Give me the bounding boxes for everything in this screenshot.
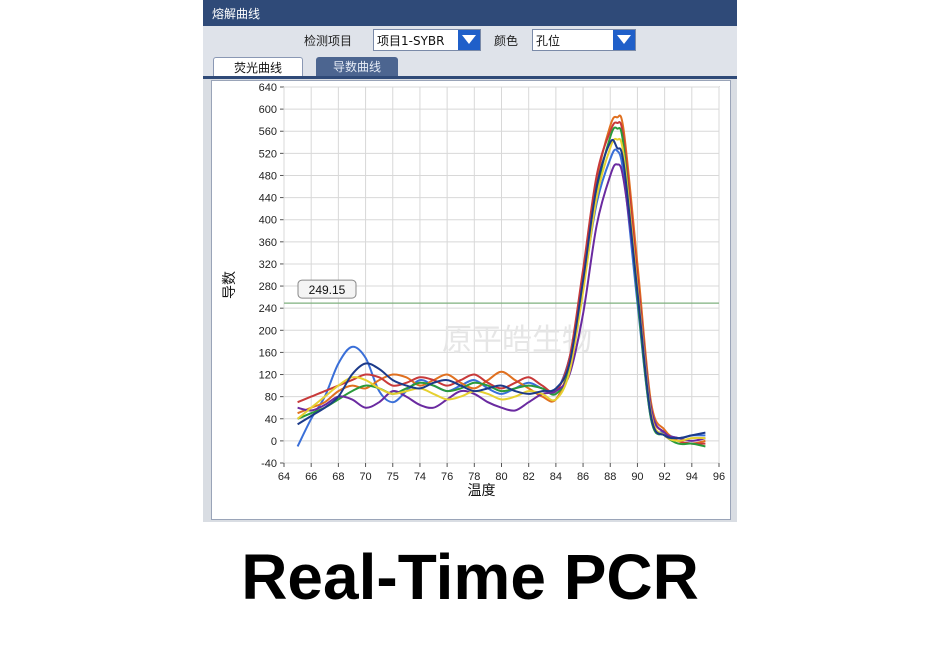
detection-item-value: 项目1-SYBR xyxy=(377,34,445,48)
tab-underline xyxy=(203,76,737,79)
y-tick-label: 600 xyxy=(259,104,277,116)
y-tick-label: 0 xyxy=(271,436,277,448)
y-tick-label: 640 xyxy=(259,82,277,94)
x-tick-label: 78 xyxy=(468,471,480,483)
series-line-3 xyxy=(297,121,706,445)
tab-strip: 荧光曲线 导数曲线 xyxy=(203,54,737,79)
x-tick-label: 75 xyxy=(387,471,399,483)
x-tick-label: 88 xyxy=(604,471,616,483)
x-tick-label: 80 xyxy=(495,471,507,483)
y-tick-label: 360 xyxy=(259,237,277,249)
y-tick-label: 480 xyxy=(259,170,277,182)
y-tick-label: 80 xyxy=(265,392,277,404)
x-tick-label: 96 xyxy=(713,471,725,483)
toolbar: 检测项目 项目1-SYBR 颜色 孔位 xyxy=(203,26,737,54)
y-tick-label: 240 xyxy=(259,303,277,315)
tab-derivative-curve[interactable]: 导数曲线 xyxy=(316,57,398,78)
x-tick-label: 68 xyxy=(332,471,344,483)
x-tick-label: 92 xyxy=(659,471,671,483)
y-tick-label: -40 xyxy=(261,458,277,470)
color-select[interactable]: 孔位 xyxy=(532,29,636,51)
window-titlebar: 熔解曲线 xyxy=(203,0,737,26)
y-tick-label: 440 xyxy=(259,193,277,205)
series-line-7 xyxy=(297,138,706,440)
x-tick-label: 90 xyxy=(631,471,643,483)
x-tick-label: 76 xyxy=(441,471,453,483)
y-tick-label: 280 xyxy=(259,281,277,293)
y-tick-label: 40 xyxy=(265,414,277,426)
melt-curve-chart: -40 0 40 80 120 160 200 240 280 320 360 400 440 480 52… xyxy=(221,82,725,498)
chevron-down-icon[interactable] xyxy=(458,30,480,50)
threshold-badge xyxy=(297,279,357,299)
x-tick-label: 86 xyxy=(577,471,589,483)
x-tick-label: 66 xyxy=(305,471,317,483)
y-tick-label: 520 xyxy=(259,148,277,160)
watermark-text: 原平皓生物 xyxy=(442,324,592,357)
y-tick-label: 400 xyxy=(259,215,277,227)
y-tick-label: 320 xyxy=(259,259,277,271)
x-tick-label: 74 xyxy=(414,471,426,483)
x-tick-label: 70 xyxy=(359,471,371,483)
threshold-label: 249.15 xyxy=(309,283,346,297)
y-tick-label: 560 xyxy=(259,126,277,138)
tab-fluorescence-curve[interactable]: 荧光曲线 xyxy=(213,57,303,79)
x-tick-label: 84 xyxy=(550,471,562,483)
color-label: 颜色 xyxy=(494,34,519,48)
y-tick-label: 160 xyxy=(259,347,277,359)
x-tick-label: 64 xyxy=(278,471,290,483)
color-value: 孔位 xyxy=(536,34,561,48)
detection-item-label: 检测项目 xyxy=(304,34,353,48)
x-axis-label: 温度 xyxy=(468,482,496,498)
detection-item-select[interactable]: 项目1-SYBR xyxy=(373,29,481,51)
chevron-down-icon[interactable] xyxy=(613,30,635,50)
caption: Real-Time PCR xyxy=(241,541,699,613)
window-title: 熔解曲线 xyxy=(212,7,261,21)
chart-area: -40 0 40 80 120 160 200 240 280 320 360 400 440 480 52… xyxy=(211,80,731,520)
y-tick-label: 200 xyxy=(259,325,277,337)
y-axis-label: 导数 xyxy=(221,271,237,299)
y-tick-label: 120 xyxy=(259,370,277,382)
x-tick-label: 82 xyxy=(523,471,535,483)
x-tick-label: 94 xyxy=(686,471,698,483)
melt-curve-window: 熔解曲线 检测项目 项目1-SYBR 颜色 孔位 荧光曲线 导数曲线 -40 0 4… xyxy=(203,0,737,522)
